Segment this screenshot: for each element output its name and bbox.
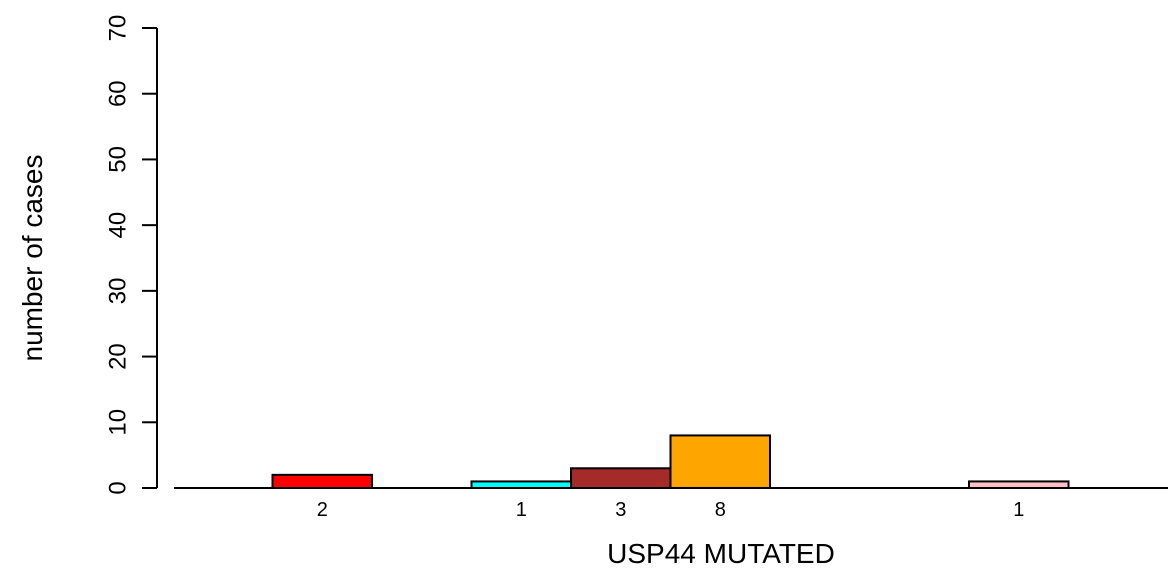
bar <box>271 473 373 490</box>
bar-count-label: 8 <box>715 499 726 521</box>
y-tick-label: 70 <box>104 15 131 42</box>
y-tick-label: 60 <box>104 80 131 107</box>
x-axis-title: USP44 MUTATED <box>607 538 835 569</box>
y-tick-label: 50 <box>104 146 131 173</box>
y-tick-label: 10 <box>104 409 131 436</box>
y-tick-label: 0 <box>104 481 131 494</box>
bar-labels: 2 1 3 8 1 <box>317 499 1025 521</box>
y-tick-label: 30 <box>104 278 131 305</box>
bar-count-label: 1 <box>1013 499 1024 521</box>
y-axis-title: number of cases <box>17 155 48 362</box>
y-axis: 0 10 20 30 40 50 60 70 <box>104 15 158 495</box>
y-tick-label: 20 <box>104 343 131 370</box>
bar <box>570 467 672 489</box>
bar <box>669 434 771 489</box>
bar-count-label: 1 <box>516 499 527 521</box>
bar-count-label: 2 <box>317 499 328 521</box>
bar-count-label: 3 <box>615 499 626 521</box>
bars <box>271 434 1070 490</box>
y-tick-label: 40 <box>104 212 131 239</box>
